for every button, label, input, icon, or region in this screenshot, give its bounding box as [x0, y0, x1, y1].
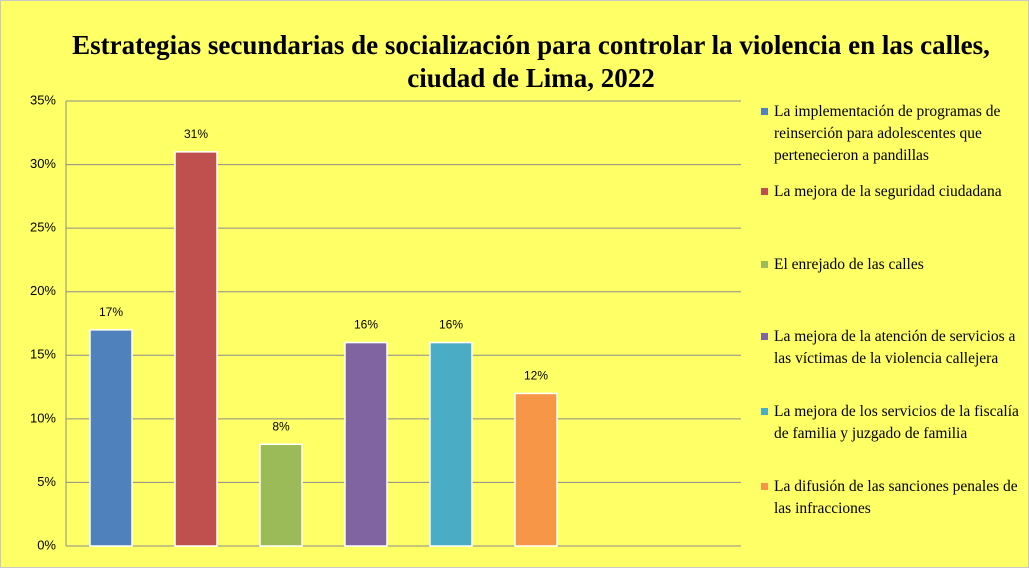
legend-entry: La mejora de los servicios de la fiscalí… [761, 401, 1029, 445]
legend-swatch [761, 188, 768, 195]
legend-swatch [761, 333, 768, 340]
legend-swatch [761, 483, 768, 490]
legend-entry: La mejora de la atención de servicios a … [761, 326, 1029, 370]
y-tick-label: 30% [30, 156, 56, 171]
bar [344, 341, 388, 547]
data-label: 8% [272, 419, 290, 433]
data-label: 16% [439, 318, 463, 332]
y-tick-label: 10% [30, 410, 56, 425]
legend-entry: La difusión de las sanciones penales de … [761, 476, 1029, 520]
legend-label: El enrejado de las calles [774, 256, 924, 273]
bar [429, 341, 473, 547]
legend-label: La difusión de las sanciones penales de … [774, 478, 1018, 517]
legend-swatch [761, 408, 768, 415]
legend-label: La mejora de la seguridad ciudadana [774, 183, 1002, 200]
legend-entry: El enrejado de las calles [761, 254, 1029, 276]
legend-swatch [761, 108, 768, 115]
data-label: 12% [524, 369, 548, 383]
y-tick-label: 25% [30, 220, 56, 235]
bar [514, 392, 558, 547]
legend-entry: La implementación de programas de reinse… [761, 101, 1029, 167]
bar [89, 329, 133, 547]
y-tick-label: 0% [37, 537, 56, 552]
data-label: 31% [184, 127, 208, 141]
legend-label: La mejora de los servicios de la fiscalí… [774, 403, 1019, 442]
bar [174, 151, 218, 547]
legend-swatch [761, 261, 768, 268]
y-tick-label: 5% [37, 474, 56, 489]
y-tick-label: 20% [30, 283, 56, 298]
y-tick-label: 15% [30, 347, 56, 362]
legend-label: La implementación de programas de reinse… [774, 103, 1001, 164]
data-label: 16% [354, 318, 378, 332]
y-tick-label: 35% [30, 92, 56, 107]
legend-label: La mejora de la atención de servicios a … [774, 328, 1016, 367]
bar [259, 443, 303, 547]
legend-entry: La mejora de la seguridad ciudadana [761, 181, 1029, 203]
data-label: 17% [99, 305, 123, 319]
chart-title: Estrategias secundarias de socialización… [72, 30, 990, 93]
